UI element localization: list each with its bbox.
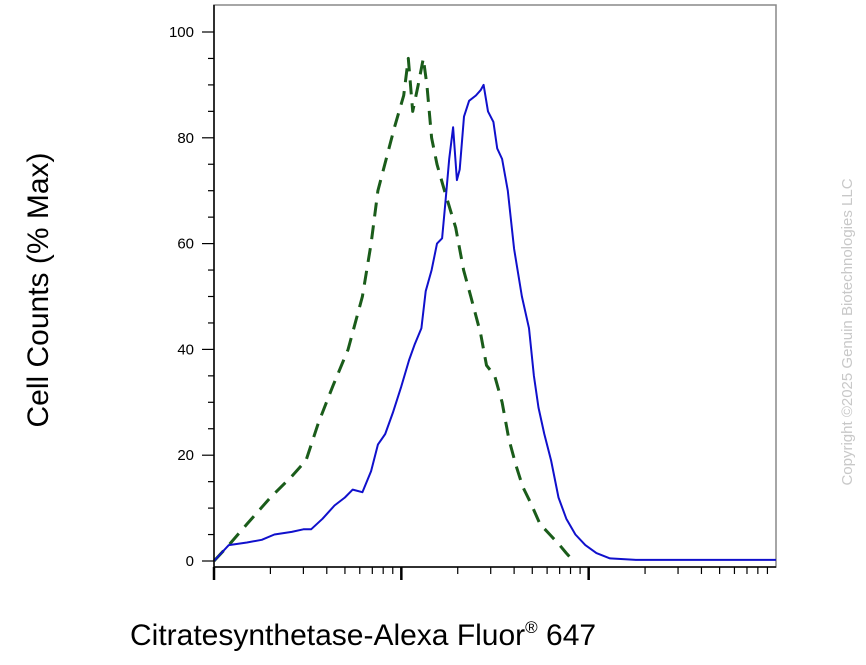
x-axis xyxy=(212,566,776,580)
x-axis-title-main: Citratesynthetase-Alexa Fluor xyxy=(130,619,525,652)
y-tick-label: 40 xyxy=(177,341,194,358)
series-group xyxy=(212,56,776,563)
y-tick-label: 0 xyxy=(186,553,194,570)
x-axis-title: Citratesynthetase-Alexa Fluor® 647 xyxy=(130,618,596,652)
series-dashed-line xyxy=(212,56,575,563)
x-axis-title-suffix: 647 xyxy=(538,619,596,652)
y-tick-label: 100 xyxy=(169,24,194,41)
y-tick-label: 80 xyxy=(177,130,194,147)
y-axis: 0 20 40 60 80 100 xyxy=(169,5,215,570)
y-axis-title: Cell Counts (% Max) xyxy=(22,152,55,427)
series-solid-line xyxy=(213,83,776,562)
y-tick-label: 20 xyxy=(177,447,194,464)
copyright-watermark: Copyright ©2025 Genuin Biotechnologies L… xyxy=(839,178,856,485)
plot-frame xyxy=(213,4,777,568)
x-axis-title-registered: ® xyxy=(525,618,538,637)
y-tick-label: 60 xyxy=(177,236,194,253)
